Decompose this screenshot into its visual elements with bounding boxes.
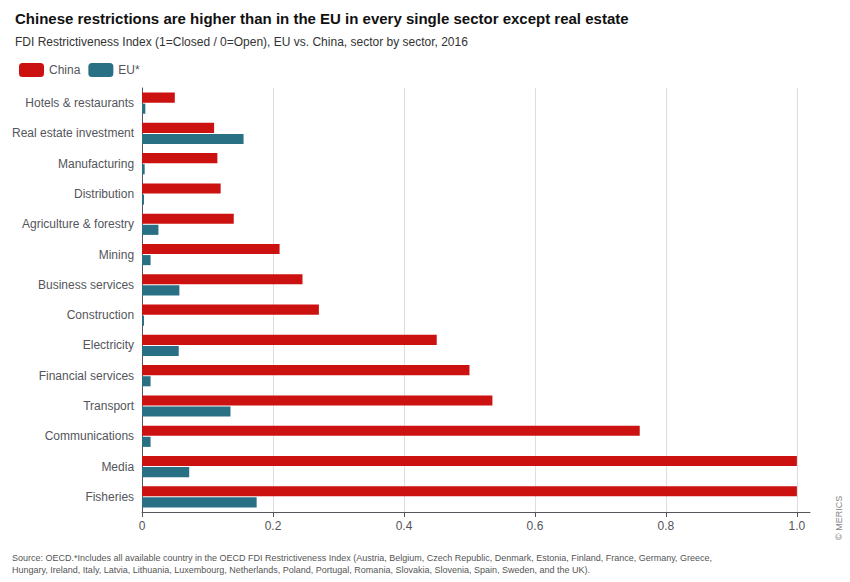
svg-text:China: China [49,63,81,77]
svg-text:1.0: 1.0 [789,519,806,533]
svg-text:Transport: Transport [83,399,135,413]
svg-text:0.8: 0.8 [658,519,675,533]
svg-text:FDI Restrictiveness Index (1=C: FDI Restrictiveness Index (1=Closed / 0=… [15,35,468,49]
svg-text:Electricity: Electricity [83,338,134,352]
svg-text:Fisheries: Fisheries [85,490,134,504]
svg-text:Hungary, Ireland, Italy, Latvi: Hungary, Ireland, Italy, Latvia, Lithuan… [12,565,590,575]
svg-text:Media: Media [101,460,134,474]
svg-text:0: 0 [139,519,146,533]
svg-text:EU*: EU* [118,63,140,77]
svg-text:Business services: Business services [38,278,134,292]
svg-text:Construction: Construction [67,308,134,322]
svg-text:Financial services: Financial services [39,369,134,383]
svg-text:Chinese restrictions are highe: Chinese restrictions are higher than in … [15,10,629,27]
svg-text:0.6: 0.6 [527,519,544,533]
svg-text:Agriculture & forestry: Agriculture & forestry [22,217,134,231]
svg-text:© MERICS: © MERICS [834,496,844,540]
svg-text:Manufacturing: Manufacturing [58,157,134,171]
svg-text:Mining: Mining [99,248,134,262]
svg-text:Hotels & restaurants: Hotels & restaurants [25,96,134,110]
svg-text:Distribution: Distribution [74,187,134,201]
svg-text:Real estate investment: Real estate investment [12,126,135,140]
svg-text:Communications: Communications [45,429,134,443]
svg-text:0.2: 0.2 [265,519,282,533]
svg-text:Source: OECD.*Includes all ava: Source: OECD.*Includes all available cou… [12,553,712,563]
svg-text:0.4: 0.4 [396,519,413,533]
